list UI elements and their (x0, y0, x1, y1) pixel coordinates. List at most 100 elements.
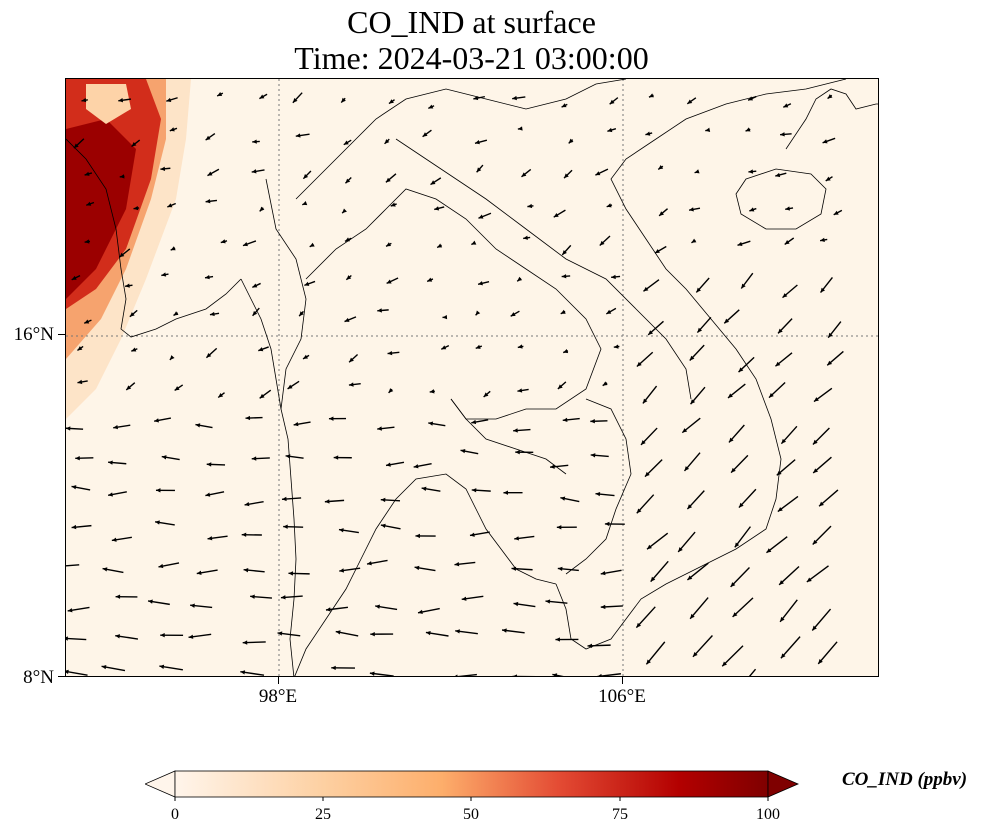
wind-arrow-head (513, 601, 519, 607)
wind-arrow-head (380, 497, 386, 503)
wind-arrow-head (748, 96, 754, 101)
wind-arrow-head (561, 103, 567, 108)
wind-arrow-head (780, 132, 785, 137)
wind-arrow-head (478, 214, 484, 219)
wind-arrow-head (67, 608, 73, 613)
wind-arrow-head (324, 499, 330, 504)
wind-arrow-head (77, 346, 83, 351)
wind-arrow-head (745, 127, 751, 132)
wind-arrow-head (339, 568, 345, 573)
wind-arrow-head (277, 631, 283, 636)
plume-peak (66, 119, 136, 299)
wind-arrow-head (119, 174, 125, 179)
wind-arrow-head (640, 440, 646, 445)
wind-arrow-head (778, 328, 783, 334)
wind-arrow-head (475, 310, 481, 316)
wind-arrow-head (454, 674, 458, 676)
wind-arrow-head (613, 344, 619, 349)
wind-arrow-head (108, 492, 113, 497)
wind-arrow-head (562, 250, 567, 255)
wind-arrow-head (385, 177, 391, 183)
wind-arrow-head (413, 464, 419, 469)
wind-arrow-head (155, 488, 161, 493)
wind-arrow-head (205, 135, 211, 141)
wind-arrow-head (460, 449, 466, 454)
wind-arrow-head (285, 454, 291, 459)
wind-arrow-head (335, 630, 341, 635)
wind-arrow-head (414, 565, 420, 571)
wind-arrow-head (812, 625, 817, 631)
wind-arrow-head (731, 467, 736, 473)
wind-arrow-head (205, 199, 211, 204)
border-laos-vietnam (395, 138, 692, 400)
wind-arrow-head (428, 104, 434, 109)
wind-arrow-head (206, 462, 212, 467)
wind-arrow-shaft (457, 673, 477, 676)
wind-arrow-head (775, 361, 781, 367)
wind-arrow-head (611, 274, 616, 280)
wind-arrow-head (252, 283, 258, 288)
wind-arrow-head (595, 491, 601, 497)
wind-arrow-head (206, 353, 212, 358)
wind-arrow-head (101, 664, 107, 670)
wind-arrow-head (781, 438, 787, 444)
border-thailand-cambodia (450, 398, 567, 475)
wind-arrow-head (188, 634, 194, 639)
wind-arrow-head (636, 361, 642, 367)
coastline-cambodia-vietnam-south (555, 79, 847, 650)
wind-arrow-head (377, 308, 382, 313)
wind-arrow-head (769, 392, 774, 398)
wind-arrow-head (734, 542, 740, 548)
wind-arrow-head (514, 536, 519, 541)
wind-arrow-head (473, 95, 479, 101)
wind-arrow-head (113, 424, 118, 430)
wind-arrow-head (517, 126, 523, 131)
wind-arrow-head (292, 97, 298, 103)
wind-arrow-shaft (778, 565, 800, 586)
wind-arrow-head (556, 525, 562, 530)
wind-arrow-head (434, 206, 440, 211)
wind-arrow-shaft (692, 635, 713, 658)
wind-arrow-head (429, 389, 435, 394)
wind-arrow-head (304, 281, 310, 286)
wind-arrow-head (557, 566, 563, 572)
colorbar-extend-min (145, 770, 176, 798)
wind-arrow-head (160, 633, 165, 638)
wind-arrow-head (159, 664, 165, 669)
wind-arrow-shaft (811, 608, 832, 631)
wind-arrow-head (606, 203, 612, 208)
wind-arrow-head (66, 669, 69, 675)
wind-arrow-head (345, 178, 351, 184)
wind-arrow-head (813, 468, 819, 473)
wind-arrow-head (705, 127, 711, 132)
wind-arrow-head (587, 643, 593, 648)
wind-arrow-head (644, 471, 650, 477)
wind-arrow-shaft (779, 599, 798, 623)
wind-arrow-head (417, 609, 423, 615)
wind-arrow-head (195, 423, 201, 428)
wind-arrow-head (517, 344, 523, 349)
wind-arrow-head (812, 539, 818, 545)
wind-arrow-head (561, 274, 567, 279)
wind-arrow-head (766, 548, 772, 553)
colorbar-tick-0: 0 (171, 806, 179, 823)
wind-arrow-head (820, 287, 826, 293)
wind-arrow-head (691, 238, 697, 243)
wind-arrow-head (646, 659, 651, 665)
wind-arrow-head (375, 604, 380, 609)
wind-arrow-head (293, 421, 299, 427)
wind-arrow-head (607, 127, 613, 133)
colorbar-tick-25: 25 (315, 806, 331, 823)
wind-arrow-head (828, 332, 833, 338)
wind-arrow-head (205, 492, 211, 497)
wind-arrow-head (309, 242, 315, 247)
wind-arrow-shaft (730, 567, 750, 588)
wind-arrow-head (724, 318, 730, 324)
wind-arrow-head (560, 309, 566, 314)
wind-arrow-head (689, 207, 694, 212)
wind-arrow-head (84, 239, 90, 244)
wind-arrow-head (694, 169, 700, 174)
wind-arrow-head (687, 504, 693, 510)
coastline-gulf-thailand (294, 473, 557, 676)
wind-arrow-head (598, 673, 602, 676)
